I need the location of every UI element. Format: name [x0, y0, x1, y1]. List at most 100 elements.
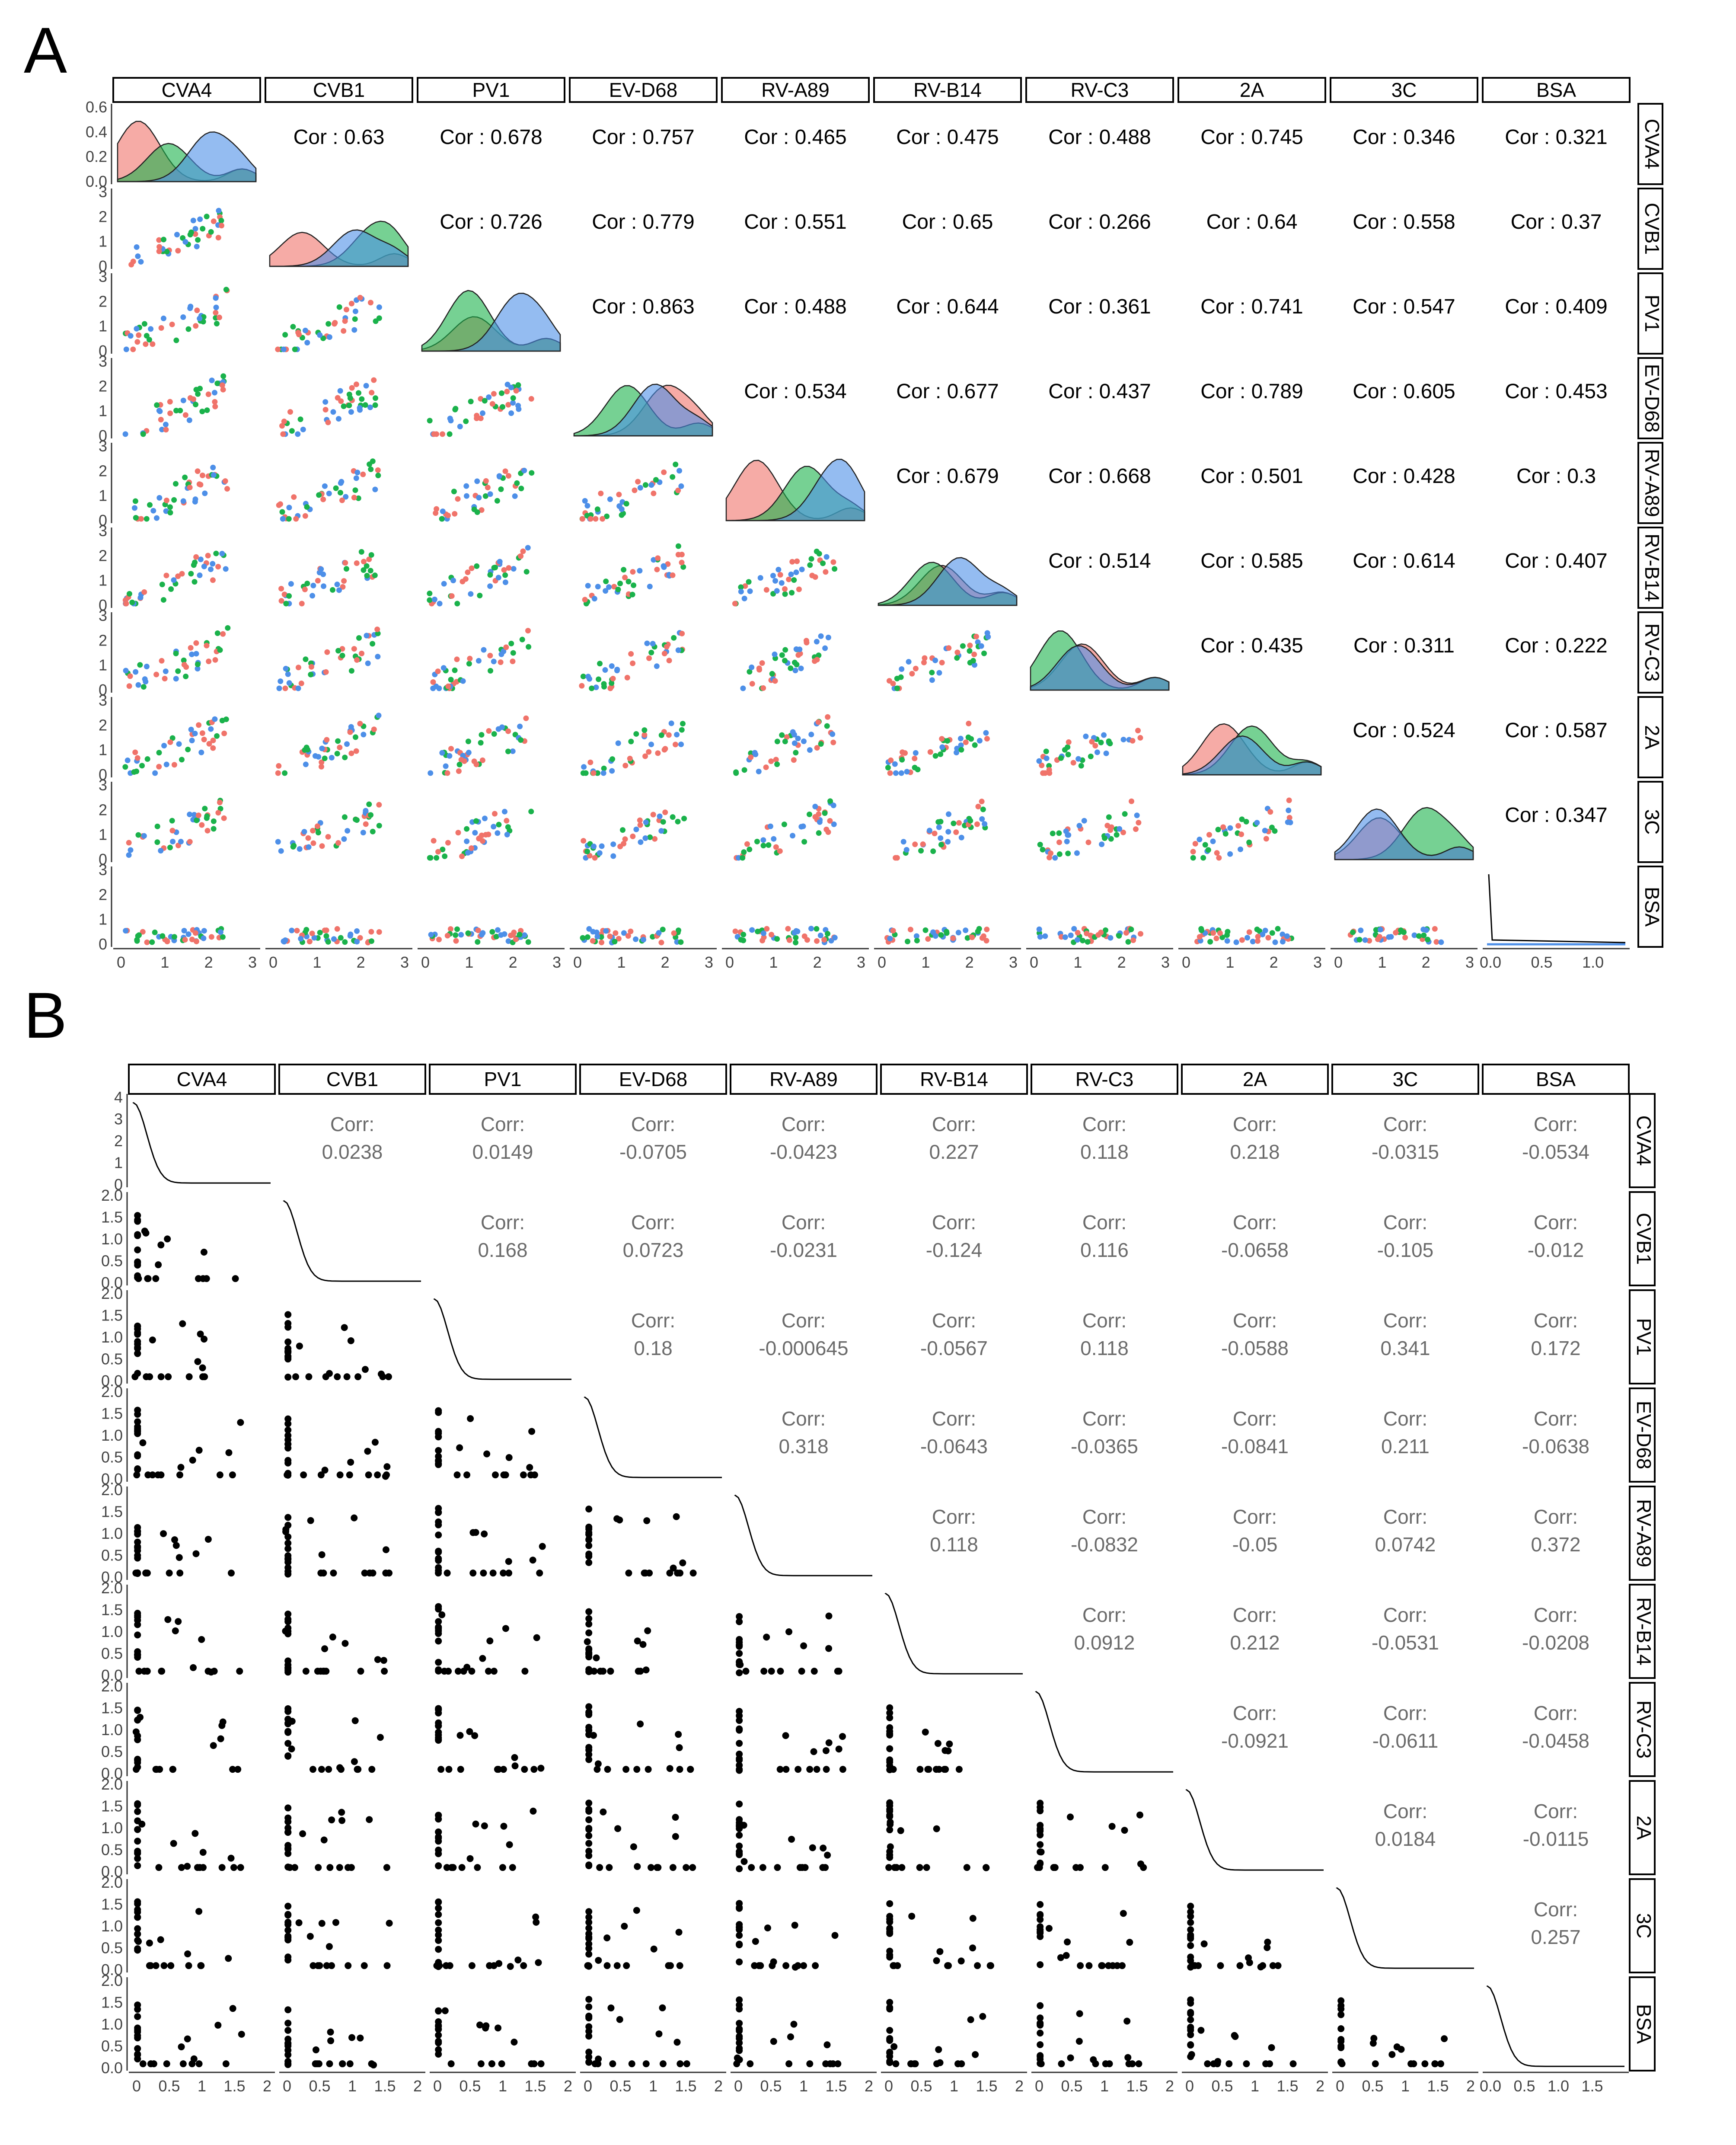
scatter-point: [670, 1564, 677, 1572]
scatter-point: [358, 549, 364, 555]
scatter-point: [1068, 932, 1074, 938]
scatter-point: [437, 1766, 445, 1773]
x-tick-label: 2: [965, 953, 974, 971]
corr-text: Cor : 0.605: [1353, 380, 1455, 403]
scatter-point: [435, 2039, 442, 2046]
scatter-point: [585, 1996, 593, 2003]
scatter-point: [307, 1517, 314, 1524]
scatter-point: [890, 1766, 897, 1773]
scatter-point: [898, 1864, 906, 1871]
scatter-point: [134, 2024, 141, 2032]
scatter-point: [594, 1766, 601, 1773]
scatter-point: [198, 482, 204, 488]
corr-value: 0.212: [1230, 1631, 1280, 1654]
scatter-point: [123, 346, 129, 352]
scatter-point: [450, 578, 456, 584]
scatter-point: [175, 668, 181, 674]
scatter-point: [341, 328, 347, 334]
scatter-point: [751, 1962, 758, 1969]
scatter-point: [521, 467, 527, 473]
scatter-point: [823, 1766, 830, 1773]
scatter-point: [463, 1471, 471, 1479]
scatter-point: [585, 1550, 593, 1558]
scatter-point: [134, 1330, 141, 1338]
scatter-point: [525, 545, 531, 551]
scatter-point: [1101, 1864, 1109, 1871]
scatter-point: [341, 578, 347, 584]
scatter-point: [777, 572, 783, 578]
scatter-point: [184, 2035, 191, 2043]
x-tick-label: 3: [1313, 953, 1322, 971]
corr-text: Cor : 0.547: [1353, 295, 1455, 318]
scatter-point: [975, 639, 981, 645]
scatter-point: [1102, 2060, 1109, 2068]
scatter-point: [481, 647, 487, 653]
scatter-point: [361, 1962, 368, 1969]
scatter-point: [579, 683, 585, 689]
scatter-point: [585, 1826, 593, 1833]
scatter-point: [647, 834, 653, 840]
scatter-point: [288, 1717, 296, 1725]
scatter-point: [1441, 2035, 1448, 2043]
scatter-point: [621, 1922, 628, 1930]
y-tick-label: 1.0: [101, 1917, 123, 1935]
scatter-point: [292, 1373, 300, 1381]
scatter-point: [508, 640, 514, 646]
strip-col-ev-d68: [569, 77, 718, 103]
scatter-point: [814, 548, 820, 554]
scatter-point: [732, 601, 738, 607]
scatter-point: [126, 591, 132, 597]
scatter-point: [445, 1668, 452, 1675]
scatter-point: [770, 572, 776, 579]
scatter-point: [284, 1927, 292, 1934]
scatter-point: [285, 671, 291, 677]
scatter-point: [213, 310, 219, 316]
scatter-point: [535, 1959, 542, 1966]
scatter-point: [123, 928, 129, 934]
scatter-point: [192, 930, 198, 936]
corr-value: -0.0611: [1372, 1729, 1439, 1752]
y-tick-label: 0: [99, 850, 107, 868]
scatter-point: [670, 814, 676, 820]
scatter-point: [1214, 2058, 1222, 2065]
x-tick-label: 2: [263, 2077, 271, 2095]
scatter-point: [600, 1808, 607, 1816]
scatter-point: [140, 431, 146, 437]
scatter-point: [227, 1854, 235, 1862]
scatter-point: [284, 2042, 292, 2049]
scatter-point: [1284, 933, 1290, 939]
scatter-point: [344, 741, 350, 747]
strip-col-pv1: [417, 77, 565, 103]
scatter-point: [204, 828, 211, 834]
scatter-point: [351, 1717, 359, 1724]
scatter-point: [197, 1330, 204, 1338]
scatter-point: [606, 584, 612, 590]
x-tick-label: 2: [714, 2077, 723, 2095]
scatter-point: [592, 855, 598, 861]
scatter-point: [336, 587, 342, 593]
density-area: [1182, 735, 1322, 776]
y-tick-label: 0.2: [86, 148, 107, 166]
scatter-point: [822, 1747, 830, 1754]
scatter-point: [736, 1740, 743, 1747]
scatter-point: [141, 321, 147, 327]
scatter-point: [1190, 849, 1196, 855]
scatter-point: [808, 926, 814, 932]
scatter-point: [176, 1554, 183, 1561]
scatter-point: [1037, 1911, 1044, 1918]
scatter-point: [205, 391, 211, 397]
scatter-point: [284, 1661, 292, 1669]
scatter-point: [197, 572, 203, 579]
density-area: [573, 384, 713, 437]
x-tick-label: 2: [1422, 953, 1430, 971]
scatter-point: [800, 1642, 807, 1650]
x-tick-label: 3: [1465, 953, 1474, 971]
scatter-point: [812, 658, 818, 664]
scatter-point: [673, 1513, 680, 1520]
scatter-point: [680, 564, 686, 570]
scatter-point: [191, 1830, 199, 1837]
scatter-point: [134, 1631, 141, 1639]
scatter-point: [491, 824, 497, 830]
scatter-point: [1243, 2060, 1250, 2068]
corr-label: Corr:: [1383, 1211, 1427, 1234]
